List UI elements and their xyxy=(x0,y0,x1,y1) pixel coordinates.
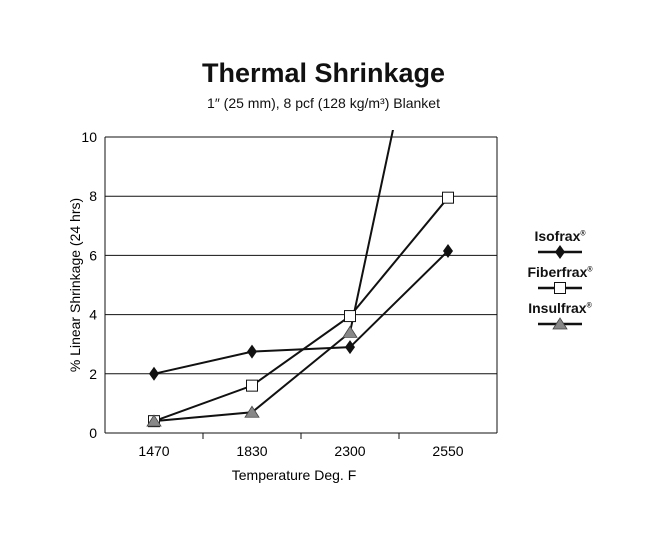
legend-label-text: Isofrax xyxy=(534,228,581,244)
registered-mark: ® xyxy=(586,302,592,310)
legend-label: Fiberfrax® xyxy=(515,264,605,280)
y-tick-label: 4 xyxy=(89,307,97,323)
chart-subtitle: 1″ (25 mm), 8 pcf (128 kg/m³) Blanket xyxy=(207,95,440,111)
triangle-icon xyxy=(552,317,568,330)
legend-item: Fiberfrax® xyxy=(515,264,605,300)
legend-swatch xyxy=(538,317,582,330)
data-point-isofrax xyxy=(345,340,355,355)
legend-item: Insulfrax® xyxy=(515,300,605,336)
x-tick-label: 2550 xyxy=(432,443,463,459)
legend: Isofrax® Fiberfrax® Insulfrax® xyxy=(515,228,605,336)
y-tick-label: 6 xyxy=(89,247,97,263)
data-point-insulfrax xyxy=(244,405,260,418)
x-tick-label: 2300 xyxy=(334,443,365,459)
legend-item: Isofrax® xyxy=(515,228,605,264)
series-line-insulfrax xyxy=(153,130,394,423)
data-point-insulfrax xyxy=(342,325,358,338)
diamond-icon xyxy=(555,245,565,259)
data-point-fiberfrax xyxy=(442,191,454,204)
y-tick-label: 8 xyxy=(89,188,97,204)
data-point-isofrax xyxy=(247,344,257,359)
data-point-fiberfrax xyxy=(344,310,356,323)
legend-label-text: Insulfrax xyxy=(528,300,587,316)
data-point-isofrax xyxy=(443,243,453,258)
square-icon xyxy=(554,282,566,294)
legend-swatch xyxy=(538,245,582,259)
legend-label: Insulfrax® xyxy=(515,300,605,316)
x-tick-label: 1470 xyxy=(138,443,169,459)
legend-label: Isofrax® xyxy=(515,228,605,244)
y-tick-label: 10 xyxy=(81,129,97,145)
legend-swatch xyxy=(538,282,582,294)
registered-mark: ® xyxy=(580,230,586,238)
series-line-isofrax xyxy=(153,250,449,375)
registered-mark: ® xyxy=(587,266,593,274)
chart-title: Thermal Shrinkage xyxy=(201,58,446,88)
legend-label-text: Fiberfrax xyxy=(527,264,588,280)
y-tick-label: 2 xyxy=(89,366,97,382)
y-tick-label: 0 xyxy=(89,425,97,441)
data-point-fiberfrax xyxy=(246,379,258,392)
x-axis-label: Temperature Deg. F xyxy=(232,467,357,483)
x-tick-label: 1830 xyxy=(236,443,267,459)
series-line-fiberfrax xyxy=(153,197,449,423)
data-point-isofrax xyxy=(149,366,159,381)
data-point-insulfrax xyxy=(146,414,162,427)
y-axis-label: % Linear Shrinkage (24 hrs) xyxy=(67,198,83,372)
